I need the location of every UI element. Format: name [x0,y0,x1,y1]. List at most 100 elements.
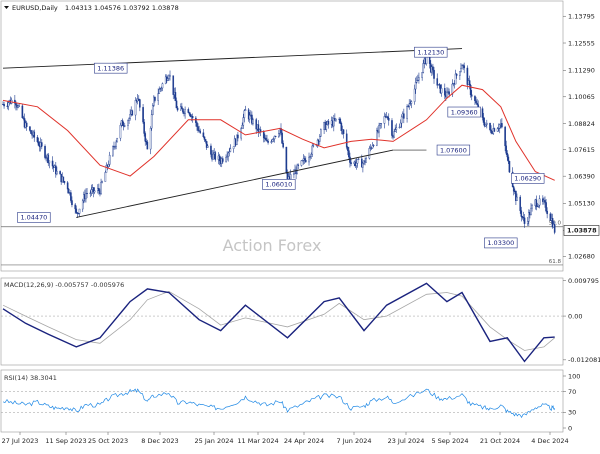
rsi-y-axis: 100 70 30 0 [563,372,580,432]
candle-body [481,108,484,118]
candle-body [386,116,389,119]
rsi-lines [2,388,556,419]
annotation-box [262,179,296,190]
candle-body [379,123,381,126]
candle-body [281,132,283,144]
candle-body [451,83,454,95]
annotation-box [511,173,545,184]
candle-body [454,73,457,85]
candle-body [545,202,547,212]
last-price-label: 1.03878 [567,227,597,235]
annotation-label: 1.03300 [487,239,514,247]
candle-body [203,136,206,140]
candle-body [195,117,197,123]
candle-body [85,193,87,200]
candle-body [18,105,20,107]
candle-body [308,156,310,163]
candle-body [433,69,435,79]
candle-body [470,94,473,97]
candle-body [459,71,461,76]
candle-body [158,89,161,94]
x-tick-label: 25 Oct 2023 [88,437,128,445]
candle-body [493,128,496,132]
macd-series-line [2,282,555,363]
candle-body [25,122,28,127]
candle-body [227,152,230,157]
candle-body [119,124,122,139]
candle-body [236,134,238,146]
candle-body [108,154,111,165]
candle-body [498,124,501,129]
candle-body [391,120,393,136]
candle-body [282,143,284,148]
candle-body [70,192,72,201]
candle-body [137,98,140,100]
candle-body [271,139,274,142]
candle-body [59,171,61,175]
annotation-box [436,144,471,156]
candle-body [54,165,57,175]
candle-body [380,123,383,125]
candle-body [372,144,375,146]
candle-body [549,213,552,221]
candle-body [47,154,50,164]
candle-body [187,109,190,113]
candle-body [252,119,254,124]
candle-body [30,130,32,134]
candle-body [7,102,10,107]
candle-body [460,67,462,72]
candle-body [121,120,124,126]
candle-body [168,75,170,79]
candle-body [355,163,358,167]
candle-body [29,126,31,131]
candle-body [134,100,137,116]
candle-body [505,145,508,154]
candle-body [340,122,343,131]
candle-body [62,176,65,182]
candle-body [202,132,205,138]
candle-body [251,114,253,124]
candle-body [348,150,350,158]
candle-body [413,88,416,102]
candle-body [244,109,247,111]
candle-body [189,114,192,117]
candle-body [86,193,88,195]
candle-body [100,182,102,195]
candle-body [104,172,107,182]
candle-body [316,139,319,145]
candle-body [176,107,179,111]
candle-body [272,138,275,140]
trendline [2,48,463,69]
candle-body [507,156,510,162]
candle-body [332,118,335,127]
candle-body [232,146,235,149]
candle-body [320,129,322,137]
candle-body [531,205,533,209]
candle-body [267,140,269,143]
candle-body [161,83,164,89]
candle-body [22,117,25,119]
candle-body [56,171,58,175]
candle-body [293,173,295,175]
rsi-series-line [2,388,556,419]
candle-body [538,198,541,206]
candle-body [523,217,526,224]
candle-body [160,87,163,89]
candle-body [448,91,450,95]
candle-body [206,145,209,148]
chart-ohlc: 1.04313 1.04576 1.03792 1.03878 [65,4,179,12]
candle-body [90,189,93,194]
candle-body [418,77,420,81]
candle-body [522,216,525,219]
annotation-label: 1.06290 [514,175,541,183]
candle-body [205,141,208,148]
candle-body [182,108,184,113]
candle-body [181,106,183,109]
candle-body [101,181,103,183]
annotation-label: 1.12130 [417,48,444,56]
candle-body [425,56,428,64]
candle-body [15,102,17,106]
candle-body [248,115,251,120]
annotation-label: 1.04470 [20,214,47,222]
candle-body [204,139,207,142]
